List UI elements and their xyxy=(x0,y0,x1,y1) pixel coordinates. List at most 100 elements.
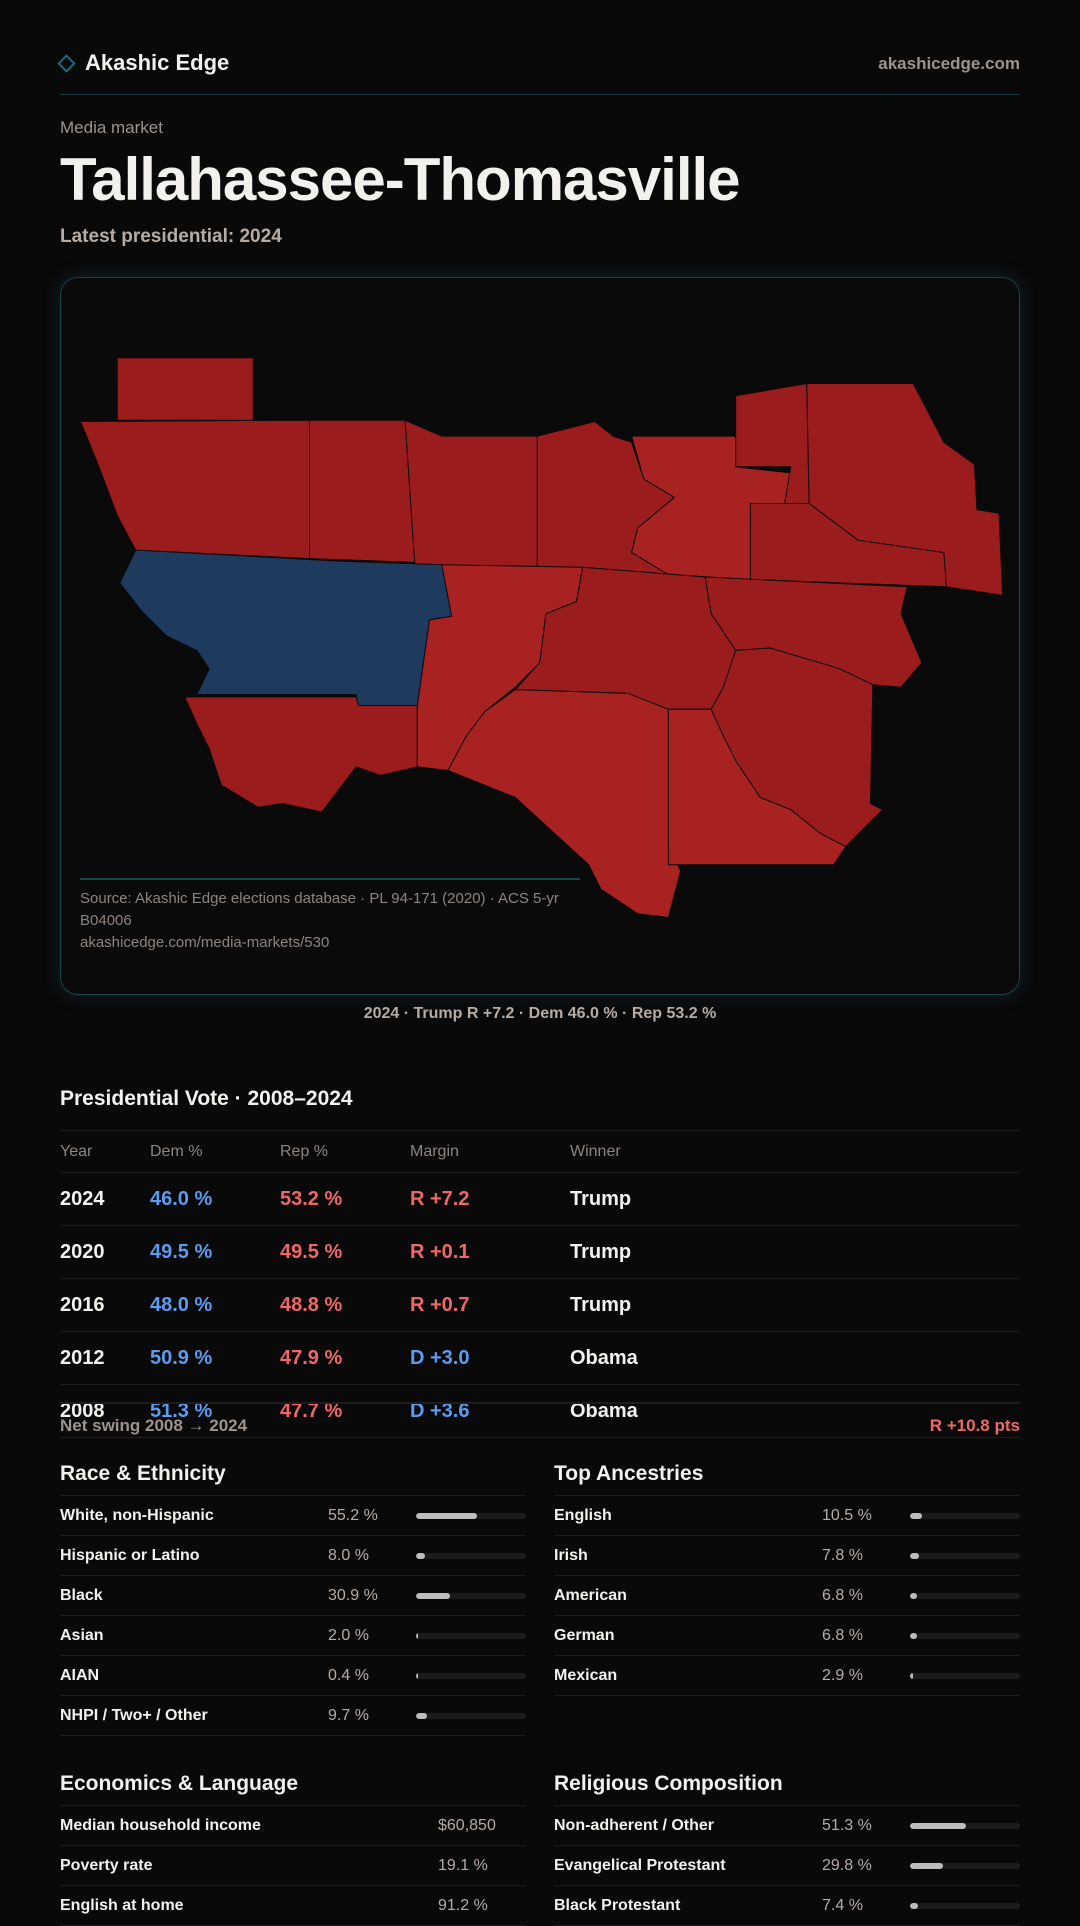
section-title: Top Ancestries xyxy=(554,1452,1020,1496)
county xyxy=(183,696,418,813)
stat-row: German 6.8 % xyxy=(554,1616,1020,1656)
stat-row: Median household income $60,850 xyxy=(60,1806,526,1846)
stat-value: 91.2 % xyxy=(438,1896,488,1914)
stat-row: NHPI / Two+ / Other 9.7 % xyxy=(60,1696,526,1736)
stat-row: Mexican 2.9 % xyxy=(554,1656,1020,1696)
stat-row: Poverty rate 19.1 % xyxy=(60,1846,526,1886)
stat-value: 6.8 % xyxy=(822,1626,863,1644)
stat-value: 0.4 % xyxy=(328,1666,369,1684)
margin: R +7.2 xyxy=(410,1187,470,1210)
presidential-table: Presidential Vote · 2008–2024 Year Dem %… xyxy=(60,1087,1020,1438)
stat-row: AIAN 0.4 % xyxy=(60,1656,526,1696)
winner: Obama xyxy=(570,1399,638,1422)
year: 2012 xyxy=(60,1346,105,1369)
stat-row: Asian 2.0 % xyxy=(60,1616,526,1656)
stat-bar-fill xyxy=(416,1632,419,1639)
stat-value: 51.3 % xyxy=(822,1816,872,1834)
stat-bar-fill xyxy=(910,1902,919,1909)
stat-bar xyxy=(910,1512,1020,1519)
county xyxy=(710,647,884,847)
diamond-icon xyxy=(57,53,76,73)
stat-label: Median household income xyxy=(60,1816,261,1834)
stat-bar xyxy=(910,1672,1020,1679)
section-title: Race & Ethnicity xyxy=(60,1452,526,1496)
stat-bar xyxy=(910,1902,1020,1909)
stat-label: Black Protestant xyxy=(554,1896,681,1914)
stat-value: 7.4 % xyxy=(822,1896,863,1914)
map-svg xyxy=(79,357,1004,918)
stat-bar-fill xyxy=(416,1552,425,1559)
stat-bar xyxy=(910,1632,1020,1639)
dem-pct: 46.0 % xyxy=(150,1187,213,1210)
stat-value: 29.8 % xyxy=(822,1856,872,1874)
stat-row: Evangelical Protestant 29.8 % xyxy=(554,1846,1020,1886)
brand-name: Akashic Edge xyxy=(85,50,230,75)
rep-pct: 47.7 % xyxy=(280,1399,343,1422)
margin: R +0.1 xyxy=(410,1240,470,1263)
stat-bar-fill xyxy=(910,1822,967,1829)
year: 2016 xyxy=(60,1293,105,1316)
winner: Obama xyxy=(570,1346,638,1369)
stat-label: Hispanic or Latino xyxy=(60,1546,200,1564)
table-row: 2008 51.3 % 47.7 % D +3.6 Obama xyxy=(60,1385,1020,1438)
stat-label: Non-adherent / Other xyxy=(554,1816,715,1834)
stat-bar-fill xyxy=(416,1592,450,1599)
stat-bar xyxy=(910,1592,1020,1599)
stat-bar xyxy=(416,1672,526,1679)
year: 2024 xyxy=(60,1187,105,1210)
section-title: Presidential Vote · 2008–2024 xyxy=(60,1087,1020,1131)
county-map[interactable] xyxy=(60,277,1020,995)
stat-label: White, non-Hispanic xyxy=(60,1506,214,1524)
stat-bar xyxy=(416,1592,526,1599)
stat-label: Black xyxy=(60,1586,103,1604)
margin: D +3.0 xyxy=(410,1346,470,1369)
county xyxy=(309,419,416,563)
stat-bar xyxy=(910,1822,1020,1829)
table-row: 2016 48.0 % 48.8 % R +0.7 Trump xyxy=(60,1279,1020,1332)
stat-row: Black Protestant 7.4 % xyxy=(554,1886,1020,1926)
religion-section: Religious Composition Non-adherent / Othe… xyxy=(554,1762,1020,1926)
table-header: Year Dem % Rep % Margin Winner xyxy=(60,1131,1020,1173)
stat-bar-fill xyxy=(910,1592,918,1599)
stat-label: English at home xyxy=(60,1896,184,1914)
stat-bar-fill xyxy=(416,1712,427,1719)
rep-pct: 47.9 % xyxy=(280,1346,343,1369)
stat-value: 55.2 % xyxy=(328,1506,378,1524)
site-link[interactable]: akashicedge.com xyxy=(878,54,1020,73)
col-year: Year xyxy=(60,1142,93,1160)
stat-bar-fill xyxy=(910,1862,943,1869)
stat-label: American xyxy=(554,1586,627,1604)
county xyxy=(79,419,311,560)
stat-bar-fill xyxy=(416,1512,477,1519)
year: 2008 xyxy=(60,1399,105,1422)
map-caption: 2024 · Trump R +7.2 · Dem 46.0 % · Rep 5… xyxy=(363,1005,717,1022)
col-dem: Dem % xyxy=(150,1142,203,1160)
stat-value: 6.8 % xyxy=(822,1586,863,1604)
stat-bar xyxy=(910,1862,1020,1869)
race-section: Race & Ethnicity White, non-Hispanic 55.2 … xyxy=(60,1452,526,1736)
county-dem xyxy=(119,549,453,707)
stat-row: Black 30.9 % xyxy=(60,1576,526,1616)
stat-bar xyxy=(416,1632,526,1639)
county xyxy=(404,419,538,568)
stat-row: English 10.5 % xyxy=(554,1496,1020,1536)
stat-label: English xyxy=(554,1506,612,1524)
page-kicker: Media market xyxy=(60,118,163,137)
stat-value: 2.9 % xyxy=(822,1666,863,1684)
stat-value: 30.9 % xyxy=(328,1586,378,1604)
stat-row: Non-adherent / Other 51.3 % xyxy=(554,1806,1020,1846)
rep-pct: 53.2 % xyxy=(280,1187,343,1210)
col-rep: Rep % xyxy=(280,1142,329,1160)
stat-value: 9.7 % xyxy=(328,1706,369,1724)
county xyxy=(116,357,254,421)
brand-logo[interactable]: Akashic Edge xyxy=(57,50,230,76)
year: 2020 xyxy=(60,1240,105,1263)
stat-value: $60,850 xyxy=(438,1816,496,1834)
stat-row: American 6.8 % xyxy=(554,1576,1020,1616)
stat-bar-fill xyxy=(910,1632,918,1639)
stat-label: Asian xyxy=(60,1626,104,1644)
table-row: 2024 46.0 % 53.2 % R +7.2 Trump xyxy=(60,1173,1020,1226)
stat-label: Irish xyxy=(554,1546,588,1564)
stat-bar xyxy=(910,1552,1020,1559)
page-url[interactable]: akashicedge.com/media-markets/530 xyxy=(80,934,330,951)
